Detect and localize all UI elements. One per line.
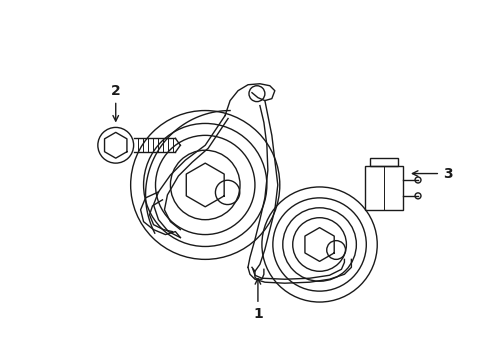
- Text: 1: 1: [252, 279, 262, 321]
- Text: 2: 2: [111, 84, 121, 121]
- Text: 3: 3: [411, 167, 452, 181]
- Bar: [365, 166, 402, 210]
- Bar: [369, 158, 397, 166]
